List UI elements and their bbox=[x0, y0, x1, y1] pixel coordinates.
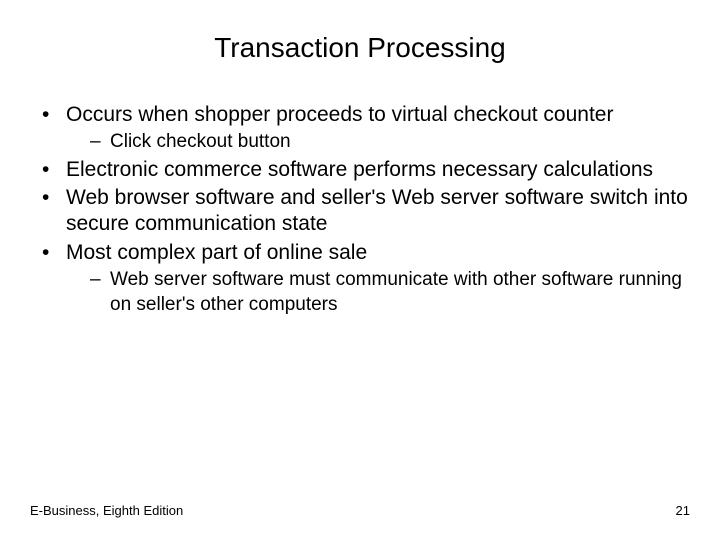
footer-page-number: 21 bbox=[676, 503, 690, 518]
bullet-item: Electronic commerce software performs ne… bbox=[40, 157, 690, 183]
footer-left: E-Business, Eighth Edition bbox=[30, 503, 183, 518]
footer: E-Business, Eighth Edition 21 bbox=[30, 503, 690, 518]
slide-title: Transaction Processing bbox=[30, 32, 690, 64]
bullet-item: Occurs when shopper proceeds to virtual … bbox=[40, 102, 690, 155]
bullet-list: Occurs when shopper proceeds to virtual … bbox=[30, 102, 690, 317]
bullet-text: Web browser software and seller's Web se… bbox=[66, 186, 688, 235]
bullet-item: Web browser software and seller's Web se… bbox=[40, 185, 690, 238]
bullet-text: Electronic commerce software performs ne… bbox=[66, 158, 653, 181]
bullet-item: Most complex part of online sale Web ser… bbox=[40, 240, 690, 318]
bullet-text: Most complex part of online sale bbox=[66, 241, 367, 264]
bullet-text: Occurs when shopper proceeds to virtual … bbox=[66, 103, 613, 126]
sub-bullet-item: Web server software must communicate wit… bbox=[90, 268, 690, 317]
sub-bullet-text: Click checkout button bbox=[110, 131, 291, 152]
sub-bullet-item: Click checkout button bbox=[90, 130, 690, 155]
slide: Transaction Processing Occurs when shopp… bbox=[0, 0, 720, 540]
sub-bullet-text: Web server software must communicate wit… bbox=[110, 269, 682, 315]
sub-bullet-list: Click checkout button bbox=[66, 130, 690, 155]
sub-bullet-list: Web server software must communicate wit… bbox=[66, 268, 690, 317]
